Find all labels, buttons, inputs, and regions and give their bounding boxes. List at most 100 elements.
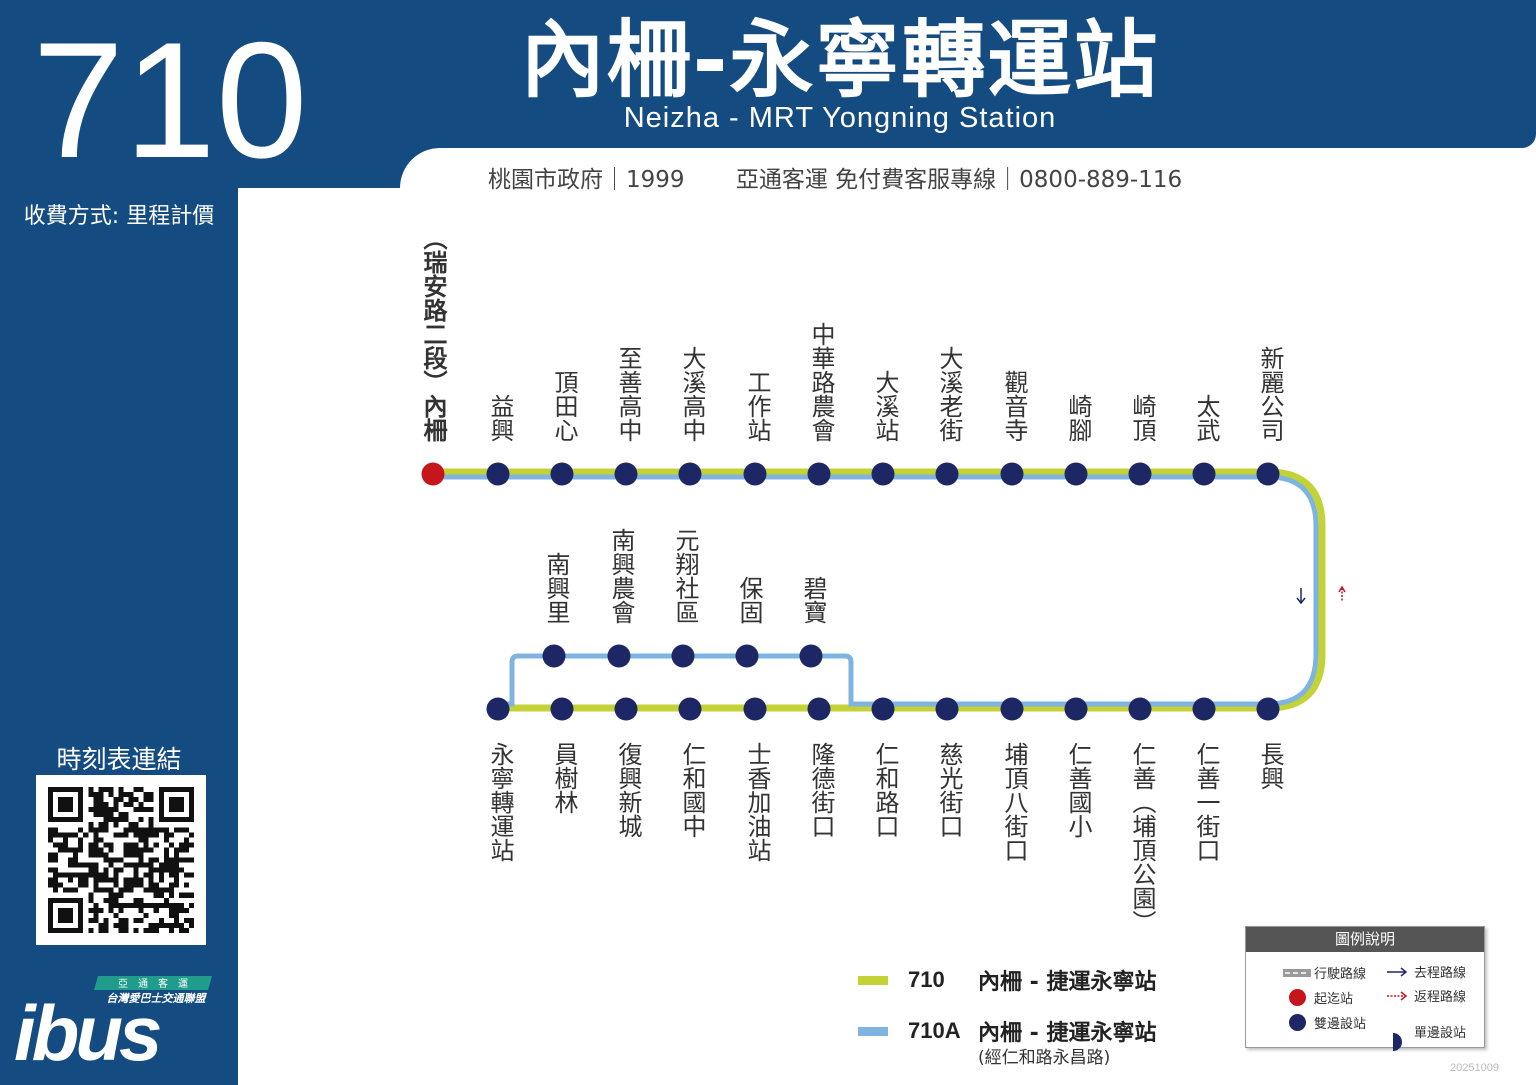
version-date: 20251009 (1450, 1062, 1499, 1074)
legend-terminus: 起迄站 (1280, 988, 1353, 1007)
stop-dot (871, 462, 895, 486)
stop-dot (807, 462, 831, 486)
fare-method: 收費方式: 里程計價 (23, 204, 215, 229)
stop-dot (614, 462, 638, 486)
stop-dot (1192, 462, 1216, 486)
legend-both-sides: 雙邊設站 (1280, 1013, 1366, 1032)
stop-label: 崎腳 (1064, 394, 1092, 442)
legend-return: 返程路線 (1380, 986, 1466, 1005)
route-legend: 710 內柵 - 捷運永寧站 710A 內柵 - 捷運永寧站 (經仁和路永昌路) (858, 960, 1218, 1070)
stop-dot (1064, 462, 1088, 486)
logo-wordmark: ibus (14, 989, 160, 1068)
stop-dot (807, 697, 831, 721)
stop-label: 復興新城 (614, 742, 642, 838)
stop-label: 大溪站 (871, 370, 899, 442)
route-legend-710A: 710A 內柵 - 捷運永寧站 (858, 1015, 1156, 1047)
ibus-logo: 亞 通 客 運 台灣愛巴士交通聯盟 ibus (14, 976, 212, 1068)
logo-top-text: 亞 通 客 運 (118, 977, 188, 990)
stop-label: 南興農會 (607, 528, 635, 624)
stop-label: 益興 (486, 394, 514, 442)
terminus-stop-dot (421, 462, 445, 486)
header-banner (238, 0, 1536, 148)
stop-label: 至善高中 (614, 346, 642, 442)
stop-label: 大溪老街 (935, 346, 963, 442)
stop-dot-icon (1280, 1014, 1314, 1032)
legend-one-side: 單邊設站 (1380, 1011, 1466, 1051)
route-710A-swatch (858, 1026, 888, 1036)
stop-label: 仁善一街口 (1192, 742, 1220, 862)
stop-label: 埔頂八街口 (1000, 742, 1028, 862)
contact-operator: 亞通客運 免付費客服專線｜0800-889-116 (735, 167, 1183, 193)
stop-label: 仁善國小 (1064, 742, 1092, 838)
contact-info: 桃園市政府｜1999 亞通客運 免付費客服專線｜0800-889-116 (488, 160, 1226, 194)
timetable-label: 時刻表連結 (56, 745, 182, 774)
route-legend-desc: 內柵 - 捷運永寧站 (978, 1021, 1157, 1046)
stop-label: 隆德街口 (807, 742, 835, 838)
stop-label: 南興里 (542, 552, 570, 624)
stop-dot (678, 697, 702, 721)
legend-outbound: 去程路線 (1380, 962, 1466, 981)
route-legend-name: 710A (908, 1018, 961, 1043)
stop-label: 保固 (735, 576, 763, 624)
stop-label: 頂田心 (550, 370, 578, 442)
stop-dot (1192, 697, 1216, 721)
stop-dot (935, 462, 959, 486)
stop-dot (1256, 462, 1280, 486)
qr-code-icon (48, 787, 194, 933)
stop-dot (743, 462, 767, 486)
outbound-direction-arrow (1296, 588, 1306, 605)
stop-dot (678, 462, 702, 486)
branch-stop-dot (799, 644, 823, 668)
stop-label: 元翔社區 (671, 528, 699, 624)
stop-dot (1256, 697, 1280, 721)
stop-label: 崎頂 (1128, 394, 1156, 442)
route-legend-710: 710 內柵 - 捷運永寧站 (858, 964, 1156, 996)
stop-dot (550, 697, 574, 721)
stop-dot (743, 697, 767, 721)
stop-label: 慈光街口 (935, 742, 963, 838)
stop-label: 長興 (1256, 742, 1284, 790)
route-legend-desc: 內柵 - 捷運永寧站 (978, 970, 1157, 995)
stop-label: 員樹林 (550, 742, 578, 814)
stop-dot (486, 462, 510, 486)
terminus-dot-icon (1280, 989, 1314, 1007)
route-title-en: Neizha - MRT Yongning Station (623, 102, 1057, 134)
branch-stop-dot (671, 644, 695, 668)
stop-label: 永寧轉運站 (486, 742, 514, 862)
stop-dot (486, 697, 510, 721)
logo-sub-text: 台灣愛巴士交通聯盟 (107, 992, 208, 1005)
return-direction-arrow (1338, 585, 1346, 602)
stop-dot (1064, 697, 1088, 721)
stop-dot (871, 697, 895, 721)
route-title-zh: 內柵-永寧轉運站 (520, 11, 1160, 109)
stop-dot (614, 697, 638, 721)
route-legend-note: (經仁和路永昌路) (978, 1048, 1111, 1068)
stop-label: 士香加油站 (743, 742, 771, 862)
stop-dot (550, 462, 574, 486)
stop-label: 新麗公司 (1256, 346, 1284, 442)
stop-dot (1000, 697, 1024, 721)
stop-dot (935, 697, 959, 721)
half-dot-icon (1380, 1011, 1414, 1051)
stop-label: 觀音寺 (1000, 370, 1028, 442)
stop-label: 太武 (1192, 394, 1220, 442)
legend-title: 圖例說明 (1246, 927, 1484, 952)
route-line-icon (1280, 964, 1314, 982)
stop-dot (1000, 462, 1024, 486)
timetable-qr-code[interactable] (36, 775, 206, 945)
branch-stop-dot (735, 644, 759, 668)
stop-dot (1128, 697, 1152, 721)
route-number: 710 (32, 8, 308, 192)
map-legend: 圖例說明 行駛路線 去程路線 起迄站 返程路線 雙邊設站 單邊設站 (1245, 926, 1485, 1051)
legend-route-line: 行駛路線 (1280, 963, 1366, 982)
contact-government: 桃園市政府｜1999 (488, 167, 685, 193)
stop-label: （瑞安路二段）內柵 (419, 226, 447, 442)
branch-stop-dot (542, 644, 566, 668)
stop-label: 仁和國中 (678, 742, 706, 838)
stop-dot (1128, 462, 1152, 486)
branch-stop-dot (607, 644, 631, 668)
stop-label: 中華路農會 (807, 322, 835, 442)
dashed-arrow-right-icon (1380, 987, 1414, 1005)
arrow-right-icon (1380, 963, 1414, 981)
